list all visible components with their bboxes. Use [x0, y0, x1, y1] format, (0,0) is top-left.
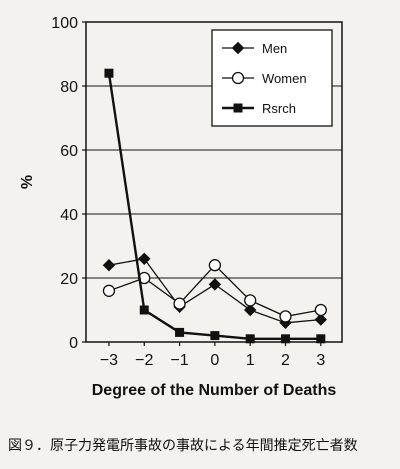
series-women — [102, 259, 327, 323]
series-layer — [102, 68, 328, 344]
x-tick-label-1: 1 — [246, 352, 255, 369]
y-tick-label-0: 0 — [69, 335, 78, 352]
x-tick-label-2: 2 — [281, 352, 290, 369]
y-tick-label-100: 100 — [51, 15, 78, 32]
point-women-1 — [244, 294, 257, 307]
figure-caption: 図９．原子力発電所事故の事故による年間推定死亡者数 — [8, 438, 358, 454]
point-men-1 — [243, 303, 257, 317]
y-axis-label: % — [19, 175, 36, 189]
y-tick-label-60: 60 — [60, 143, 78, 160]
y-tick-label-40: 40 — [60, 207, 78, 224]
y-axis-ticks: 0 20 40 60 80 100 — [51, 15, 86, 352]
point-men-3 — [314, 313, 328, 326]
x-tick-label--2: −2 — [135, 352, 153, 369]
point-rsrch--1 — [175, 327, 185, 337]
legend: Men Women Rsrch — [211, 29, 333, 127]
legend-item-men: Men — [222, 41, 287, 56]
point-rsrch-3 — [316, 334, 326, 344]
legend-label-rsrch: Rsrch — [262, 101, 296, 116]
plot-area-frame — [85, 21, 343, 343]
point-rsrch--3 — [104, 68, 114, 78]
legend-label-men: Men — [262, 41, 287, 56]
legend-marker-women — [231, 71, 245, 85]
point-men--2 — [138, 252, 151, 266]
point-men-0 — [208, 278, 222, 291]
x-axis-ticks: −3 −2 −1 0 1 2 3 — [100, 342, 325, 369]
y-tick-label-80: 80 — [60, 79, 78, 96]
series-rsrch — [104, 68, 326, 344]
y-tick-label-20: 20 — [60, 271, 78, 288]
point-rsrch-2 — [281, 334, 291, 344]
point-women-2 — [279, 310, 292, 323]
x-tick-label--1: −1 — [170, 352, 188, 369]
legend-item-women: Women — [222, 71, 307, 86]
legend-label-women: Women — [262, 71, 307, 86]
x-tick-label-3: 3 — [316, 352, 325, 369]
x-tick-label--3: −3 — [100, 352, 118, 369]
point-men--3 — [102, 258, 116, 272]
point-women--3 — [102, 284, 116, 297]
point-rsrch-0 — [210, 331, 220, 341]
x-axis-label: Degree of the Number of Deaths — [92, 382, 337, 399]
point-women--1 — [173, 297, 186, 310]
legend-marker-rsrch — [233, 103, 243, 113]
x-tick-label-0: 0 — [210, 352, 219, 369]
point-rsrch--2 — [139, 305, 149, 315]
legend-item-rsrch: Rsrch — [222, 101, 296, 116]
point-women-3 — [314, 303, 327, 317]
legend-marker-men — [231, 41, 245, 55]
point-women-0 — [208, 259, 222, 272]
point-rsrch-1 — [245, 334, 255, 344]
